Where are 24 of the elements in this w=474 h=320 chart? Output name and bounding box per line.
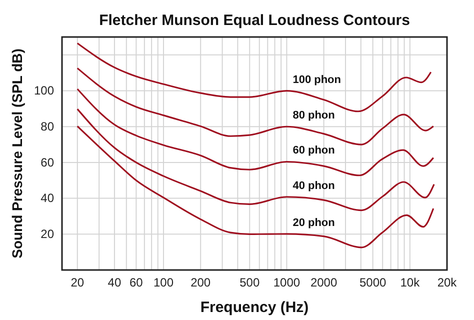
y-tick-label: 20 bbox=[40, 226, 54, 241]
x-tick-label: 200 bbox=[190, 276, 211, 290]
x-tick-label: 10k bbox=[400, 276, 421, 290]
y-tick-label: 60 bbox=[40, 155, 54, 170]
series-label: 40 phon bbox=[292, 180, 336, 192]
x-tick-label: 1000 bbox=[273, 276, 300, 290]
y-axis-title: Sound Pressure Level (SPL dB) bbox=[9, 48, 25, 258]
series-label: 100 phon bbox=[292, 74, 342, 86]
series-label: 60 phon bbox=[292, 144, 336, 157]
y-tick-label: 100 bbox=[34, 84, 54, 98]
x-tick-label: 20 bbox=[70, 276, 84, 290]
chart-title: Fletcher Munson Equal Loudness Contours bbox=[99, 12, 410, 29]
x-tick-label: 20k bbox=[437, 276, 458, 290]
series-label: 20 phon bbox=[292, 216, 336, 229]
x-tick-label: 40 bbox=[108, 276, 122, 290]
x-tick-label: 5000 bbox=[359, 276, 386, 290]
x-axis-title: Frequency (Hz) bbox=[200, 299, 309, 316]
x-tick-label: 500 bbox=[240, 276, 260, 290]
y-tick-label: 40 bbox=[40, 191, 54, 206]
x-tick-label: 2000 bbox=[310, 276, 338, 290]
y-tick-label: 80 bbox=[40, 119, 54, 134]
x-tick-label: 60 bbox=[129, 276, 144, 290]
x-tick-label: 100 bbox=[153, 276, 174, 290]
series-label: 80 phon bbox=[292, 110, 336, 122]
